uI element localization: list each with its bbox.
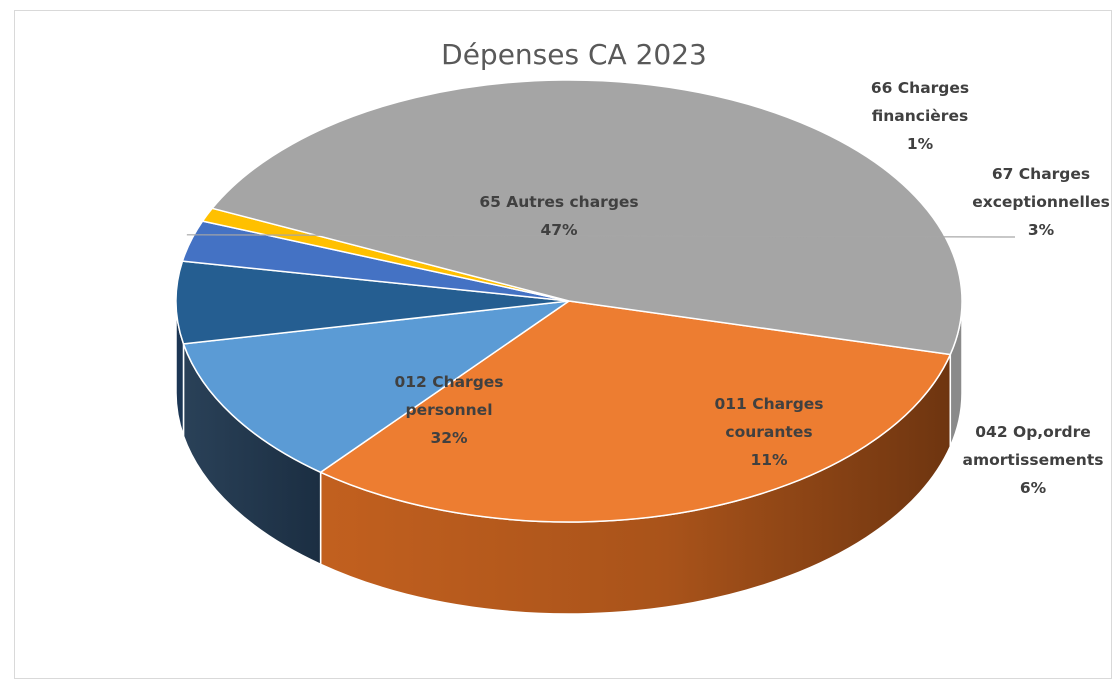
- pie-slice-011-charges-courantes[interactable]: [182, 300, 570, 474]
- pie-slice-012-charges-personnel[interactable]: [319, 300, 952, 523]
- slice-percent-label: 32%: [430, 429, 468, 447]
- chart-title: Dépenses CA 2023: [441, 38, 707, 71]
- pie-slice-65-autres-charges[interactable]: [211, 79, 963, 356]
- pie-chart-svg: Dépenses CA 2023 012 Charges personnel 32%…: [175, 38, 1110, 615]
- slice-name-label: 042 Op,ordre: [975, 423, 1090, 441]
- slice-name-label: 011 Charges: [714, 395, 823, 413]
- slice-name-label: 65 Autres charges: [479, 193, 638, 211]
- slice-name-label: courantes: [725, 423, 812, 441]
- slice-name-label: 67 Charges: [992, 165, 1090, 183]
- slice-percent-label: 6%: [1020, 479, 1047, 497]
- pie-slices: [175, 79, 963, 615]
- slice-name-label: amortissements: [963, 451, 1104, 469]
- pie-slice-042-op-ordre-amortissements[interactable]: [175, 260, 570, 345]
- slice-percent-label: 1%: [907, 135, 934, 153]
- slice-name-label: 012 Charges: [394, 373, 503, 391]
- slice-name-label: financières: [872, 107, 968, 125]
- data-labels: 012 Charges personnel 32% 011 Charges couran…: [186, 79, 1110, 497]
- slice-name-label: 66 Charges: [871, 79, 969, 97]
- slice-percent-label: 47%: [540, 221, 578, 239]
- chart-area: Dépenses CA 2023 012 Charges personnel 32%…: [14, 10, 1112, 679]
- slice-name-label: personnel: [405, 401, 492, 419]
- slice-percent-label: 11%: [750, 451, 788, 469]
- slice-name-label: exceptionnelles: [972, 193, 1110, 211]
- slice-percent-label: 3%: [1028, 221, 1055, 239]
- leader-line: [186, 234, 1015, 238]
